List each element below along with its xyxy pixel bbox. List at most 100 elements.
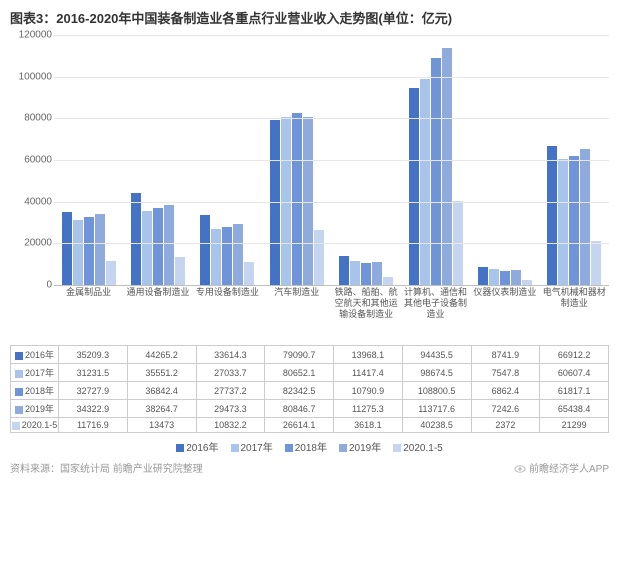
- bar: [591, 241, 601, 285]
- x-label: 金属制品业: [54, 285, 123, 341]
- table-cell: 36842.4: [127, 382, 196, 400]
- bar: [383, 277, 393, 285]
- table-cell: 10790.9: [334, 382, 403, 400]
- table-cell: 26614.1: [265, 418, 334, 433]
- footer: 资料来源：国家统计局 前瞻产业研究院整理 前瞻经济学人APP: [10, 460, 609, 475]
- series-swatch-icon: [15, 370, 23, 378]
- x-label: 汽车制造业: [262, 285, 331, 341]
- table-cell: 40238.5: [402, 418, 471, 433]
- series-label: 2016年: [25, 350, 54, 360]
- legend-item: 2016年: [176, 439, 218, 454]
- legend-swatch-icon: [393, 444, 401, 452]
- bar: [558, 159, 568, 285]
- watermark: 前瞻经济学人APP: [514, 460, 609, 475]
- x-label: 通用设备制造业: [123, 285, 192, 341]
- table-cell: 27033.7: [196, 364, 265, 382]
- table-cell: 80652.1: [265, 364, 334, 382]
- eye-icon: [514, 463, 526, 475]
- table-cell: 8741.9: [471, 346, 540, 364]
- bar: [200, 215, 210, 285]
- grid-line: [54, 160, 609, 161]
- table-row: 2018年32727.936842.427737.282342.510790.9…: [11, 382, 609, 400]
- legend-label: 2018年: [295, 443, 327, 454]
- legend-item: 2020.1-5: [393, 443, 442, 454]
- table-cell: 2372: [471, 418, 540, 433]
- watermark-text: 前瞻经济学人APP: [529, 464, 609, 475]
- table-cell: 98674.5: [402, 364, 471, 382]
- table-cell: 94435.5: [402, 346, 471, 364]
- x-label: 专用设备制造业: [193, 285, 262, 341]
- table-cell: 80846.7: [265, 400, 334, 418]
- y-tick: 100000: [19, 71, 52, 82]
- legend-swatch-icon: [176, 444, 184, 452]
- table-cell: 108800.5: [402, 382, 471, 400]
- bar: [73, 220, 83, 285]
- bar: [131, 193, 141, 285]
- bar: [292, 113, 302, 285]
- bar: [153, 208, 163, 285]
- legend-swatch-icon: [231, 444, 239, 452]
- legend: 2016年 2017年 2018年 2019年 2020.1-5: [10, 439, 609, 454]
- table-cell: 13968.1: [334, 346, 403, 364]
- table-cell: 65438.4: [540, 400, 609, 418]
- table-cell: 34322.9: [59, 400, 128, 418]
- table-cell: 21299: [540, 418, 609, 433]
- bar: [500, 271, 510, 285]
- table-cell: 79090.7: [265, 346, 334, 364]
- y-tick: 120000: [19, 30, 52, 41]
- table-cell: 27737.2: [196, 382, 265, 400]
- grid-line: [54, 202, 609, 203]
- bar: [233, 224, 243, 285]
- bar: [175, 257, 185, 285]
- series-label: 2018年: [25, 386, 54, 396]
- row-header: 2020.1-5: [11, 418, 59, 433]
- bar: [339, 256, 349, 285]
- series-swatch-icon: [15, 388, 23, 396]
- bar: [222, 227, 232, 285]
- bar: [164, 205, 174, 285]
- table-cell: 11417.4: [334, 364, 403, 382]
- table-row: 2019年34322.938264.729473.380846.711275.3…: [11, 400, 609, 418]
- bar: [489, 269, 499, 285]
- bar: [244, 262, 254, 285]
- legend-label: 2017年: [241, 443, 273, 454]
- y-tick: 80000: [24, 113, 52, 124]
- table-cell: 33614.3: [196, 346, 265, 364]
- bar: [442, 48, 452, 285]
- bar: [372, 262, 382, 285]
- legend-label: 2019年: [349, 443, 381, 454]
- grid-line: [54, 118, 609, 119]
- series-swatch-icon: [15, 406, 23, 414]
- table-row: 2016年35209.344265.233614.379090.713968.1…: [11, 346, 609, 364]
- table-cell: 6862.4: [471, 382, 540, 400]
- bar: [211, 229, 221, 285]
- x-label: 电气机械和器材制造业: [540, 285, 609, 341]
- x-axis-labels: 金属制品业通用设备制造业专用设备制造业汽车制造业铁路、船舶、航空航天和其他运输设…: [54, 285, 609, 341]
- table-row: 2017年31231.535551.227033.780652.111417.4…: [11, 364, 609, 382]
- grid-line: [54, 243, 609, 244]
- table-cell: 7242.6: [471, 400, 540, 418]
- row-header: 2016年: [11, 346, 59, 364]
- table-cell: 44265.2: [127, 346, 196, 364]
- series-label: 2017年: [25, 368, 54, 378]
- y-axis: 020000400006000080000100000120000: [10, 35, 54, 285]
- table-cell: 7547.8: [471, 364, 540, 382]
- table-cell: 60607.4: [540, 364, 609, 382]
- bar: [569, 156, 579, 285]
- x-label: 铁路、船舶、航空航天和其他运输设备制造业: [332, 285, 401, 341]
- bar: [511, 270, 521, 285]
- legend-label: 2020.1-5: [403, 443, 442, 454]
- row-header: 2019年: [11, 400, 59, 418]
- bar: [95, 214, 105, 286]
- series-swatch-icon: [12, 422, 20, 430]
- chart-title: 图表3：2016-2020年中国装备制造业各重点行业营业收入走势图(单位：亿元): [10, 8, 609, 27]
- bar: [547, 146, 557, 285]
- table-cell: 82342.5: [265, 382, 334, 400]
- bar: [431, 58, 441, 285]
- y-tick: 0: [46, 280, 52, 291]
- table-cell: 31231.5: [59, 364, 128, 382]
- y-tick: 60000: [24, 155, 52, 166]
- y-tick: 40000: [24, 196, 52, 207]
- chart-area: 020000400006000080000100000120000 金属制品业通…: [10, 35, 609, 341]
- table-cell: 29473.3: [196, 400, 265, 418]
